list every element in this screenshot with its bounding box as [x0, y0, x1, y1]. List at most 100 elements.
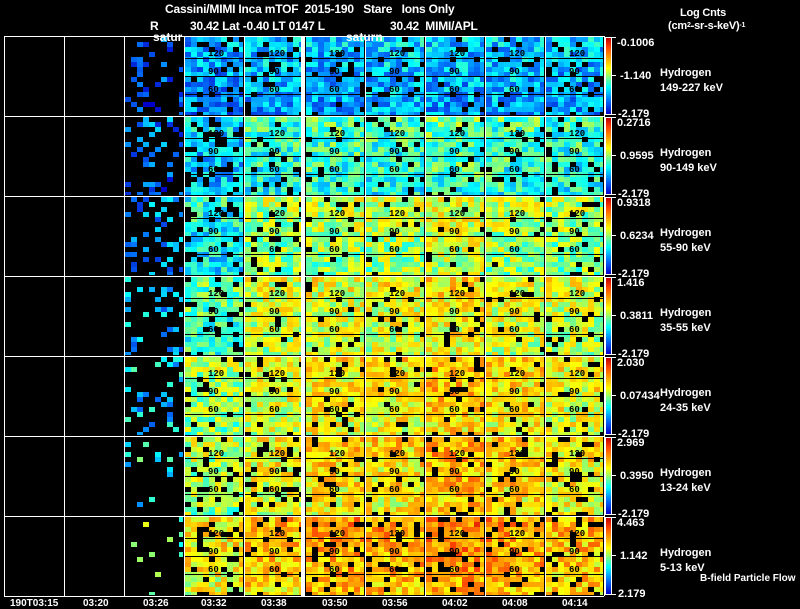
heatmap-cell [263, 97, 269, 102]
heatmap-cell [420, 327, 424, 332]
heatmap-cell [540, 352, 544, 355]
heatmap-cell [528, 97, 534, 102]
heatmap-cell [396, 102, 402, 107]
heatmap-cell [149, 272, 155, 275]
contour-label: 120 [269, 129, 286, 139]
heatmap-cell [197, 87, 203, 92]
heatmap-cell [257, 47, 263, 52]
heatmap-cell [239, 267, 243, 272]
heatmap-cell [197, 122, 203, 127]
heatmap-cell [378, 72, 384, 77]
heatmap-cell [492, 72, 498, 77]
heatmap-cell [360, 192, 364, 195]
heatmap-cell [348, 102, 354, 107]
heatmap-cell [287, 77, 293, 82]
heatmap-cell [318, 102, 324, 107]
heatmap-cell [269, 47, 275, 52]
contour-label: 90 [509, 227, 520, 237]
heatmap-cell [384, 72, 390, 77]
contour-label: 60 [449, 85, 460, 95]
heatmap-cell [197, 117, 203, 122]
heatmap-cell [125, 297, 131, 302]
heatmap-cell [318, 107, 324, 112]
heatmap-cell [287, 47, 293, 52]
contour-label: 120 [329, 49, 346, 59]
heatmap-cell [450, 47, 456, 52]
heatmap-cell [444, 62, 450, 67]
heatmap-cell [390, 102, 396, 107]
heatmap-cell [570, 107, 576, 112]
heatmap-cell [137, 57, 143, 62]
heatmap-cell [528, 72, 534, 77]
heatmap-cell [384, 102, 390, 107]
heatmap-cell [480, 112, 484, 115]
contour-label: 120 [389, 49, 406, 59]
heatmap-cell [306, 112, 312, 115]
heatmap-cell [372, 112, 378, 115]
heatmap-cell [402, 57, 408, 62]
heatmap-cell [131, 367, 137, 372]
heatmap-cell [245, 87, 251, 92]
heatmap-cell [348, 52, 354, 57]
heatmap-cell [498, 107, 504, 112]
heatmap-cell [281, 57, 287, 62]
heatmap-cell [366, 102, 372, 107]
heatmap-cell [588, 87, 594, 92]
heatmap-cell [287, 107, 293, 112]
heatmap-cell [155, 147, 161, 152]
heatmap-cell [444, 97, 450, 102]
heatmap-cell [582, 112, 588, 115]
heatmap-cell [263, 62, 269, 67]
heatmap-cell [281, 62, 287, 67]
heatmap-cell [390, 62, 396, 67]
heatmap-cell [221, 122, 227, 127]
heatmap-cell [540, 97, 544, 102]
heatmap-cell [293, 67, 299, 72]
heatmap-cell [492, 67, 498, 72]
heatmap-cell [534, 112, 540, 115]
heatmap-cell [432, 52, 438, 57]
heatmap-cell [360, 352, 364, 355]
heatmap-cell [161, 312, 167, 317]
heatmap-cell [281, 77, 287, 82]
heatmap-cell [552, 52, 558, 57]
heatmap-cell [420, 122, 424, 127]
heatmap-cell [342, 47, 348, 52]
heatmap-cell [600, 47, 603, 52]
heatmap-cell [516, 87, 522, 92]
heatmap-cell [438, 37, 444, 42]
heatmap-cell [143, 102, 149, 107]
heatmap-cell [185, 82, 191, 87]
heatmap-cell [564, 87, 570, 92]
heatmap-cell [444, 107, 450, 112]
contour-line [185, 76, 243, 77]
heatmap-cell [480, 222, 484, 227]
heatmap-cell [215, 47, 221, 52]
heatmap-cell [564, 97, 570, 102]
heatmap-cell [269, 97, 275, 102]
heatmap-cell [221, 97, 227, 102]
contour-label: 60 [569, 245, 580, 255]
heatmap-cell [281, 192, 287, 195]
heatmap-cell [468, 57, 474, 62]
heatmap-cell [324, 107, 330, 112]
heatmap-cell [215, 67, 221, 72]
heatmap-cell [600, 352, 603, 355]
heatmap-cell [378, 42, 384, 47]
contour-line [245, 76, 304, 77]
heatmap-cell [450, 97, 456, 102]
heatmap-cell [215, 87, 221, 92]
heatmap-cell [486, 82, 492, 87]
heatmap-cell [408, 72, 414, 77]
heatmap-cell [486, 77, 492, 82]
heatmap-cell [137, 82, 143, 87]
heatmap-cell [209, 127, 215, 132]
heatmap-cell [137, 412, 143, 417]
contour-label: 90 [208, 307, 219, 317]
heatmap-cell [191, 87, 197, 92]
heatmap-cell [534, 62, 540, 67]
heatmap-cell [372, 82, 378, 87]
heatmap-cell [360, 112, 364, 115]
heatmap-cell [468, 37, 474, 42]
heatmap-cell [552, 102, 558, 107]
